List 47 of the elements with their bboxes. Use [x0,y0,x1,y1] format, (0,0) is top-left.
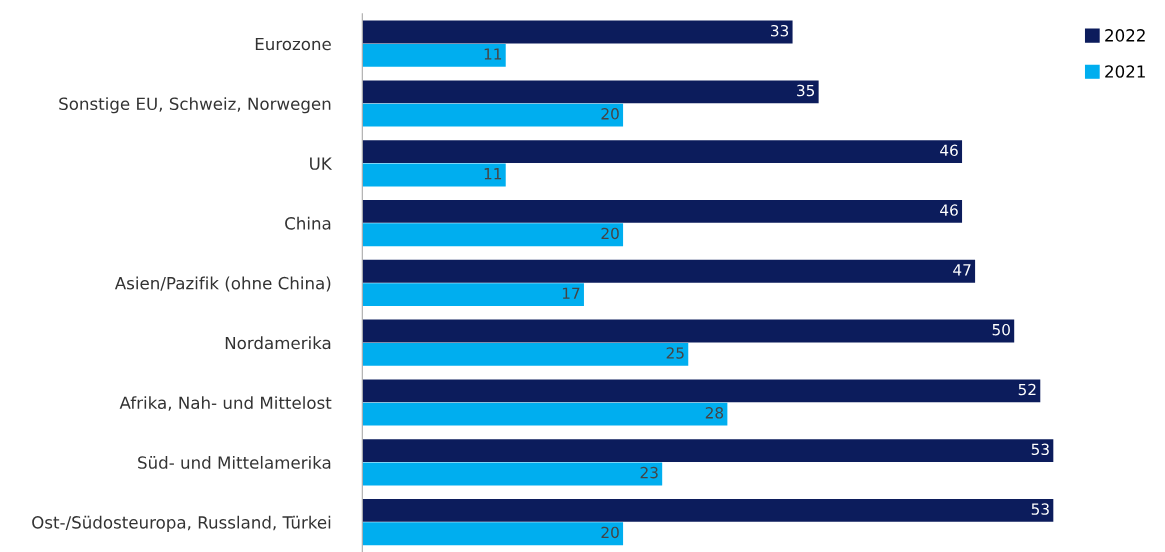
bar [362,283,584,306]
data-label: 47 [953,264,971,276]
y-tick-label: Asien/Pazifik (ohne China) [114,276,331,292]
data-label: 11 [484,48,502,60]
data-label: 20 [601,108,619,120]
data-label: 23 [640,466,658,479]
bar [362,259,976,283]
data-label: 20 [601,526,619,539]
data-label: 50 [992,323,1010,336]
data-label: 46 [940,204,958,216]
y-tick-label: Afrika, Nah- und Mittelost [119,396,332,411]
bar [362,319,1015,343]
y-tick-label: Ost-/Südosteuropa, Russland, Türkei [32,515,331,532]
bar [362,379,1041,403]
bar [362,43,506,67]
bar [362,163,506,187]
data-label: 17 [562,287,580,299]
bar [362,342,689,366]
y-tick-label: Eurozone [255,37,331,51]
bar [362,499,1054,522]
bar [362,522,624,546]
bar [362,402,728,426]
data-label: 25 [666,347,684,359]
y-tick-label: Sonstige EU, Schweiz, Norwegen [59,97,331,114]
data-label: 33 [771,24,789,37]
bar [362,140,963,164]
data-label: 28 [705,407,724,419]
bar [362,20,793,44]
y-tick-label: Nordamerika [225,336,331,350]
data-label: 46 [940,144,958,157]
bar [362,462,663,486]
data-label: 53 [1031,443,1049,456]
bar [362,223,624,247]
data-label: 11 [484,168,502,180]
y-tick-label: China [285,216,331,230]
y-tick-label: Süd- und Mittelamerika [138,455,331,469]
bar [362,439,1054,463]
bar [362,80,819,104]
legend-label: 2022 [1105,29,1145,42]
bar [362,200,963,223]
legend-label: 2021 [1105,65,1145,78]
data-label: 52 [1018,383,1036,396]
bar [362,103,624,127]
data-label: 20 [601,227,619,240]
data-label: 53 [1031,503,1049,515]
data-label: 35 [797,84,815,97]
y-tick-label: UK [310,157,333,170]
